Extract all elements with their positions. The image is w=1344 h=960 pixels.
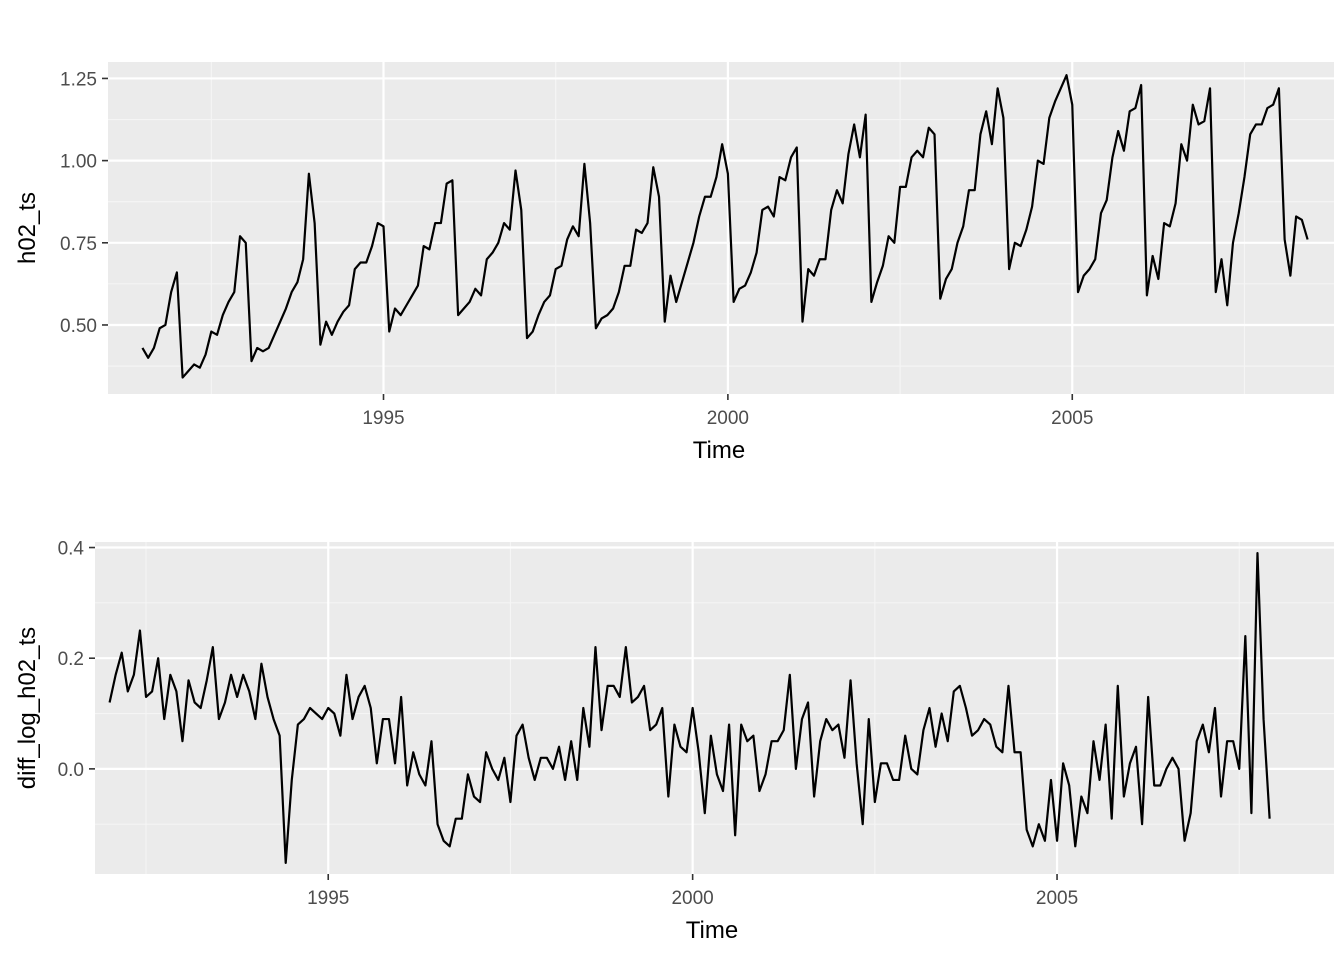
bottom-series-line xyxy=(108,551,1271,865)
top-panel-background xyxy=(108,62,1334,394)
top-y-axis-title: h02_ts xyxy=(14,192,41,264)
bottom-y-tick-labels: 0.0 0.2 0.4 xyxy=(58,539,85,781)
top-y-tick-label: 0.75 xyxy=(60,234,97,255)
bottom-x-tick-label: 1995 xyxy=(307,888,349,909)
bottom-x-tick-label: 2005 xyxy=(1036,888,1078,909)
bottom-x-axis-title: Time xyxy=(686,917,738,944)
top-y-tick-labels: 0.50 0.75 1.00 1.25 xyxy=(60,69,97,337)
bottom-x-tick-label: 2000 xyxy=(671,888,713,909)
top-x-tick-label: 2005 xyxy=(1051,408,1093,429)
top-y-tick-label: 1.00 xyxy=(60,152,97,173)
top-x-axis-title: Time xyxy=(693,437,745,464)
bottom-chart: 0.0 0.2 0.4 1995 2000 2005 Time diff_log_h02… xyxy=(14,539,1334,944)
top-chart: 0.50 0.75 1.00 1.25 1995 2000 2005 Time h02_t… xyxy=(14,62,1334,464)
top-x-tick-labels: 1995 2000 2005 xyxy=(362,408,1093,429)
bottom-y-tick-label: 0.0 xyxy=(58,760,84,781)
bottom-major-y-grid xyxy=(95,546,1334,770)
top-x-tick-label: 1995 xyxy=(362,408,404,429)
top-y-tick-label: 0.50 xyxy=(60,316,97,337)
bottom-y-tick-label: 0.2 xyxy=(58,649,84,670)
top-major-y-grid xyxy=(108,77,1334,327)
bottom-panel-background xyxy=(95,542,1334,874)
bottom-tick-marks xyxy=(89,546,1058,880)
top-series-line xyxy=(141,74,1309,379)
top-y-tick-label: 1.25 xyxy=(60,69,97,90)
bottom-y-axis-title: diff_log_h02_ts xyxy=(14,627,41,789)
top-x-tick-label: 2000 xyxy=(707,408,749,429)
top-minor-x-grid xyxy=(210,62,1246,394)
bottom-minor-x-grid xyxy=(145,542,1240,874)
top-tick-marks xyxy=(102,77,1074,400)
bottom-minor-y-grid xyxy=(95,602,1334,825)
bottom-y-tick-label: 0.4 xyxy=(58,539,85,560)
bottom-x-tick-labels: 1995 2000 2005 xyxy=(307,888,1078,909)
